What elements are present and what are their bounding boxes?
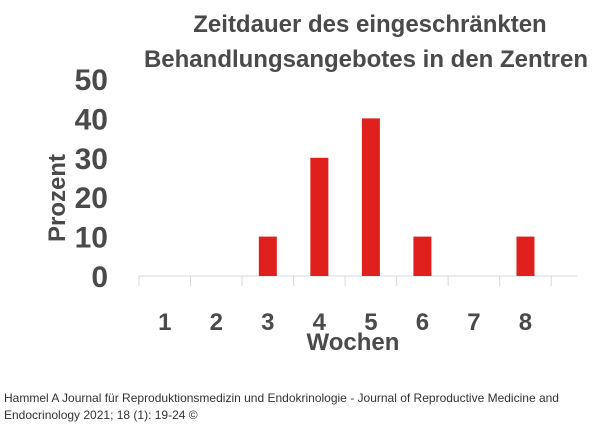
y-tick-label: 20 (75, 182, 108, 215)
y-axis-label: Prozent (44, 154, 71, 242)
x-tick-label: 3 (261, 309, 274, 336)
chart-title-line-2: Behandlungsangebotes in den Zentren (144, 46, 588, 73)
x-tick-label: 2 (210, 309, 223, 336)
x-tick-label: 8 (519, 309, 532, 336)
bar-week-3 (258, 236, 277, 276)
x-axis-label: Wochen (307, 329, 400, 356)
source-caption: Hammel A Journal für Reproduktionsmedizi… (4, 391, 559, 422)
bar-week-4 (310, 157, 329, 276)
x-tick-label: 5 (364, 309, 377, 336)
x-tick-label: 7 (467, 309, 480, 336)
x-tick-label: 6 (416, 309, 429, 336)
bar-week-8 (516, 236, 535, 276)
y-tick-label: 10 (75, 222, 108, 255)
y-tick-label: 40 (75, 103, 108, 136)
y-tick-label: 50 (75, 64, 108, 97)
bar-week-6 (413, 236, 432, 276)
y-tick-label: 30 (75, 143, 108, 176)
bar-chart: Zeitdauer des eingeschränkten Behandlung… (44, 11, 588, 356)
x-tick-label: 4 (313, 309, 327, 336)
y-tick-label: 0 (91, 261, 108, 294)
bar-week-5 (361, 118, 380, 277)
x-tick-label: 1 (158, 309, 171, 336)
chart-title-line-1: Zeitdauer des eingeschränkten (193, 11, 546, 38)
